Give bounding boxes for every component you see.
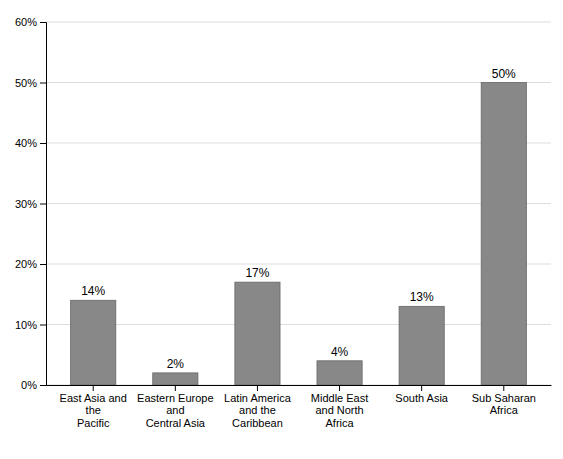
bar [71,300,116,385]
chart: 0% 10% 20% 30% 40% 50% 60% East Asia andthePaci… [0,0,563,459]
tick-mark [93,385,94,391]
tick-mark [339,385,340,391]
bars [71,83,527,386]
tick: 50% [15,77,46,89]
tick-label: 50% [15,77,37,89]
tick-label: Sub SaharanAfrica [472,392,536,417]
tick: Latin Americaand theCaribbean [224,385,292,429]
tick-mark [40,143,46,144]
data-label: 13% [410,290,434,304]
grid-line [46,264,551,265]
tick-label: 10% [15,319,37,331]
tick: 20% [15,258,46,270]
y-axis: 0% 10% 20% 30% 40% 50% 60% [15,16,47,391]
tick-label: Eastern EuropeandCentral Asia [137,392,213,429]
tick-mark [421,385,422,391]
axis-line [40,23,47,386]
tick-mark [175,385,176,391]
bar [481,83,526,386]
tick-mark [40,83,46,84]
data-label: 17% [245,266,269,280]
grid [46,22,551,385]
tick-label: South Asia [395,392,448,404]
tick-label: Middle Eastand NorthAfrica [311,392,368,429]
tick: Sub SaharanAfrica [472,385,536,416]
tick-label: 20% [15,258,37,270]
bar [317,361,362,385]
plot-area: 0% 10% 20% 30% 40% 50% 60% East Asia andthePaci… [15,16,552,429]
tick: East Asia andthePacific [60,385,127,429]
tick-mark [40,22,46,23]
tick-mark [503,385,504,391]
tick-label: 30% [15,198,37,210]
data-labels: 14% 2% 17% 4% 13% 50% [81,67,516,371]
bar [153,373,198,385]
data-label: 4% [331,345,349,359]
tick: 30% [15,198,46,210]
bar [399,306,444,385]
tick-mark [40,385,46,386]
tick: 40% [15,137,46,149]
tick: Eastern EuropeandCentral Asia [137,385,213,429]
tick-mark [40,325,46,326]
data-label: 50% [492,67,516,81]
tick: 0% [21,379,46,391]
tick-label: 60% [15,16,37,28]
tick-mark [40,204,46,205]
tick-label: 0% [21,379,37,391]
tick: 60% [15,16,46,28]
grid-line [46,203,551,204]
axis-line [47,385,552,386]
grid-line [46,324,551,325]
data-label: 2% [167,357,185,371]
x-axis: East Asia andthePacific Eastern Europeand… [47,385,552,429]
tick: South Asia [395,385,448,404]
tick-label: East Asia andthePacific [60,392,127,429]
data-label: 14% [81,284,105,298]
tick-mark [40,264,46,265]
tick-label: Latin Americaand theCaribbean [224,392,292,429]
grid-line [46,385,551,386]
bar [235,282,280,385]
grid-line [46,82,551,83]
tick: 10% [15,319,46,331]
grid-line [46,143,551,144]
tick: Middle Eastand NorthAfrica [311,385,368,429]
tick-mark [257,385,258,391]
grid-line [46,22,551,23]
tick-label: 40% [15,137,37,149]
